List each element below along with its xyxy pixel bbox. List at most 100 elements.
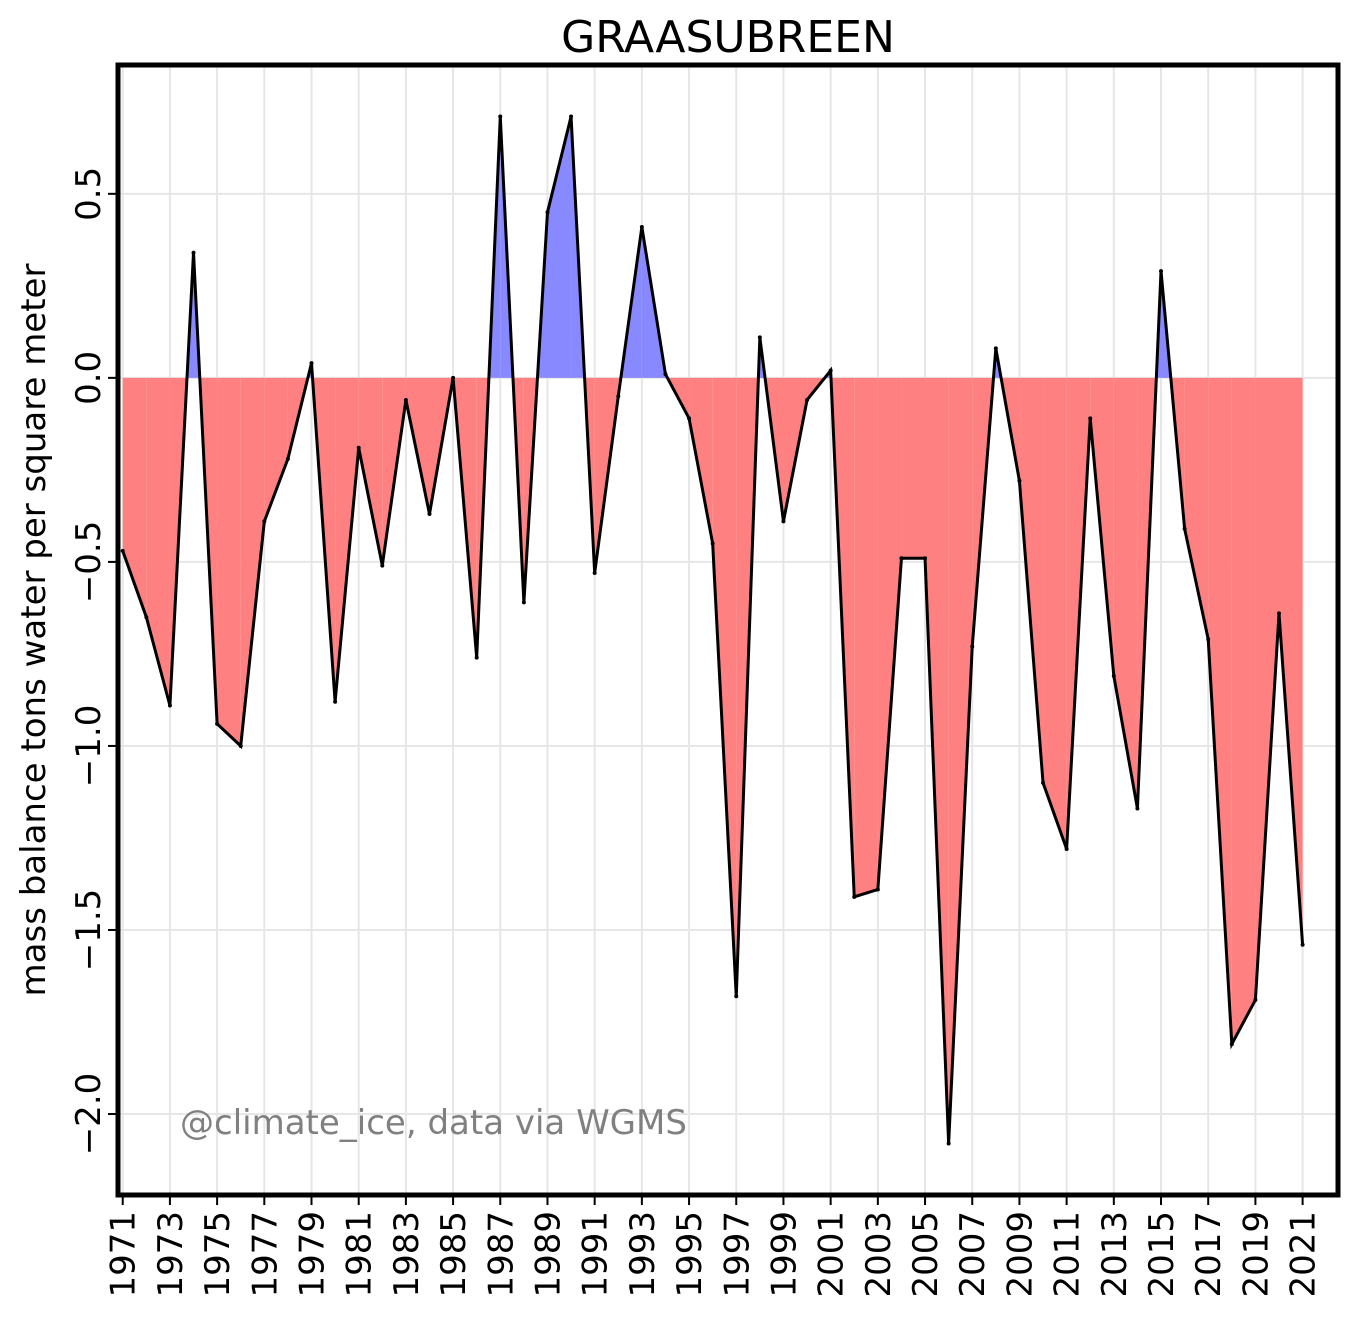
data-point	[1159, 269, 1164, 274]
x-tick-label: 1979	[293, 1211, 333, 1298]
data-point	[1041, 780, 1046, 785]
area-segment	[122, 377, 147, 618]
area-segment	[689, 377, 713, 544]
x-tick-label: 1985	[434, 1211, 474, 1298]
chart-title: GRAASUBREEN	[561, 12, 895, 63]
data-point	[144, 615, 149, 620]
data-point	[545, 210, 550, 215]
data-point	[805, 397, 810, 402]
data-point	[1253, 997, 1258, 1002]
x-tick-label: 1995	[670, 1211, 710, 1298]
x-tick-label: 2003	[859, 1211, 899, 1298]
data-point	[1182, 526, 1187, 531]
area-segment	[193, 252, 200, 378]
x-tick-label: 2017	[1189, 1211, 1229, 1298]
data-point	[238, 743, 243, 748]
data-point	[309, 361, 314, 366]
area-segment	[1255, 377, 1280, 1000]
data-point	[1111, 674, 1116, 679]
data-point	[639, 224, 644, 229]
area-segment	[217, 377, 241, 746]
data-point	[403, 397, 408, 402]
x-tick-label: 2021	[1284, 1211, 1324, 1298]
x-tick-label: 1977	[245, 1211, 285, 1298]
data-point	[592, 570, 597, 575]
area-segment	[1043, 377, 1067, 850]
x-tick-label: 2009	[1000, 1211, 1040, 1298]
data-point	[993, 346, 998, 351]
data-point	[120, 548, 125, 553]
data-point	[1229, 1042, 1234, 1047]
area-segment	[1184, 377, 1209, 640]
x-tick-label: 1991	[576, 1211, 616, 1298]
x-tick-label: 1989	[528, 1211, 568, 1298]
data-point	[946, 1141, 951, 1146]
x-tick-label: 1975	[198, 1211, 238, 1298]
area-segment	[146, 377, 170, 706]
data-point	[356, 445, 361, 450]
area-segment	[1019, 377, 1044, 783]
x-tick-label: 1987	[481, 1211, 521, 1298]
data-point	[970, 644, 975, 649]
data-point	[380, 563, 385, 568]
series-line-group	[120, 114, 1305, 1146]
x-tick-label: 2019	[1236, 1211, 1276, 1298]
area-segment	[335, 377, 359, 702]
data-point	[710, 541, 715, 546]
area-segment	[712, 377, 737, 997]
y-tick-label: −2.0	[69, 1073, 109, 1156]
y-tick-label: 0.5	[69, 167, 109, 221]
data-point	[1206, 637, 1211, 642]
data-point	[828, 368, 833, 373]
y-tick-label: 0.0	[69, 351, 109, 405]
area-segment	[264, 377, 288, 522]
area-segment	[901, 377, 926, 559]
data-point	[521, 600, 526, 605]
x-tick-label: 2005	[906, 1211, 946, 1298]
data-point	[1064, 847, 1069, 852]
data-point	[757, 335, 762, 340]
data-point	[215, 721, 220, 726]
data-point	[616, 394, 621, 399]
data-point	[498, 114, 503, 119]
area-segment	[1279, 377, 1303, 945]
data-point	[781, 519, 786, 524]
y-axis-label: mass balance tons water per square meter	[14, 264, 54, 997]
area-segment	[1231, 377, 1256, 1045]
x-tick-label: 1973	[151, 1211, 191, 1298]
data-point	[1135, 806, 1140, 811]
data-point	[451, 375, 456, 380]
x-tick-label: 2001	[812, 1211, 852, 1298]
x-tick-label: 1993	[623, 1211, 663, 1298]
area-segment	[240, 377, 265, 746]
x-tick-label: 1983	[387, 1211, 427, 1298]
x-tick-label: 2011	[1048, 1211, 1088, 1298]
y-tick-label: −1.0	[69, 705, 109, 788]
area-segment	[948, 377, 973, 1144]
area-segment	[877, 377, 902, 890]
data-point	[427, 512, 432, 517]
x-tick-label: 1981	[340, 1211, 380, 1298]
data-point	[923, 556, 928, 561]
data-point	[167, 703, 172, 708]
data-point	[1300, 942, 1305, 947]
credit-annotation: @climate_ice, data via WGMS	[180, 1103, 687, 1143]
x-tick-label: 2013	[1095, 1211, 1135, 1298]
plot-frame	[115, 62, 1341, 1198]
y-tick-label: −0.5	[69, 521, 109, 604]
x-tick-label: 2007	[953, 1211, 993, 1298]
area-segment	[925, 377, 949, 1144]
data-point	[1017, 478, 1022, 483]
data-point	[191, 250, 196, 255]
x-tick-label: 1997	[717, 1211, 757, 1298]
data-point	[474, 655, 479, 660]
area-fills	[122, 116, 1303, 1144]
data-point	[1277, 611, 1282, 616]
area-segment	[854, 377, 878, 897]
y-tick-label: −1.5	[69, 889, 109, 972]
data-point	[569, 114, 574, 119]
y-axis: −2.0 −1.5 −1.0 −0.5 0.0 0.5	[69, 167, 118, 1156]
data-point	[333, 699, 338, 704]
data-point	[285, 456, 290, 461]
